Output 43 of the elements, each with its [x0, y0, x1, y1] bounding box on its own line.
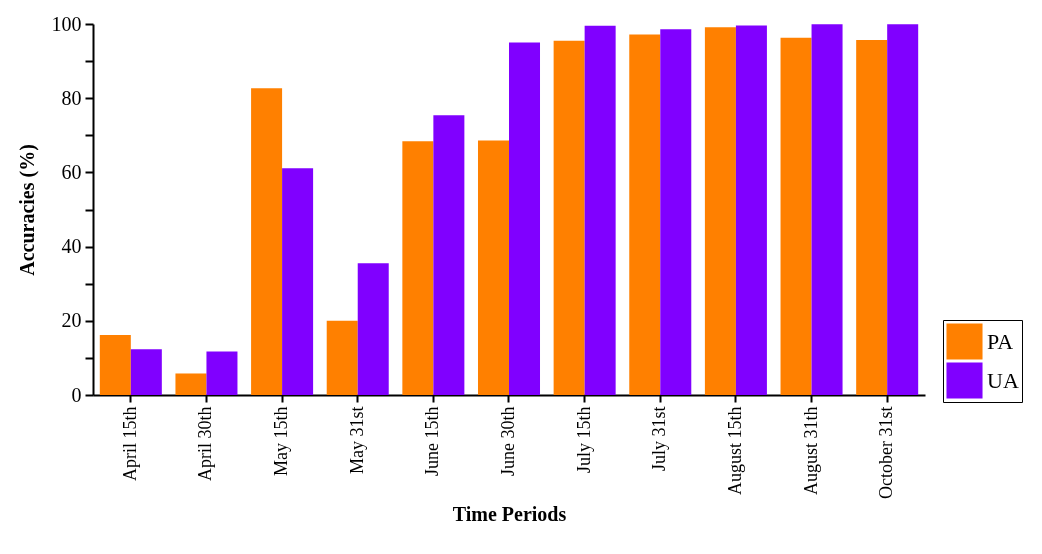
bar — [660, 29, 692, 395]
bar — [130, 349, 162, 395]
bar — [282, 168, 314, 395]
y-axis-title: Accuracies (%) — [15, 144, 39, 276]
bar — [433, 115, 465, 395]
bar — [811, 24, 843, 395]
bar — [780, 37, 812, 395]
x-tick-label: April 15th — [119, 406, 140, 481]
x-tick-label: August 15th — [724, 406, 745, 496]
x-tick-label: May 31st — [346, 406, 367, 474]
bar — [402, 141, 434, 395]
bar — [553, 40, 585, 395]
x-tick-label: April 30th — [195, 406, 216, 481]
bar — [477, 140, 509, 395]
y-tick-label: 80 — [61, 86, 82, 109]
x-tick-label: October 31st — [876, 406, 897, 499]
x-tick-label: July 15th — [573, 406, 594, 474]
bar — [735, 25, 767, 395]
x-tick-label: July 31st — [649, 406, 670, 472]
bar — [251, 88, 283, 395]
legend-label: UA — [987, 367, 1019, 393]
y-tick-label: 60 — [61, 160, 82, 183]
bar — [99, 334, 131, 395]
x-axis-title: Time Periods — [452, 502, 567, 525]
bar — [206, 351, 238, 395]
bar — [175, 373, 207, 395]
x-tick-label: May 15th — [271, 406, 292, 476]
x-tick-label: August 31th — [800, 406, 821, 496]
x-tick-label: June 30th — [498, 406, 518, 476]
legend-label: PA — [987, 328, 1014, 354]
y-tick-label: 20 — [61, 309, 82, 332]
bar — [326, 320, 358, 395]
bar — [856, 39, 888, 395]
bar — [704, 27, 736, 395]
bar — [357, 263, 389, 395]
y-tick-label: 0 — [71, 383, 82, 406]
y-tick-label: 40 — [61, 235, 82, 258]
bar — [629, 34, 661, 395]
bar — [584, 25, 616, 395]
y-tick-label: 100 — [51, 12, 82, 35]
bar — [887, 24, 919, 395]
bar — [509, 42, 541, 395]
x-tick-label: June 15th — [422, 406, 443, 476]
